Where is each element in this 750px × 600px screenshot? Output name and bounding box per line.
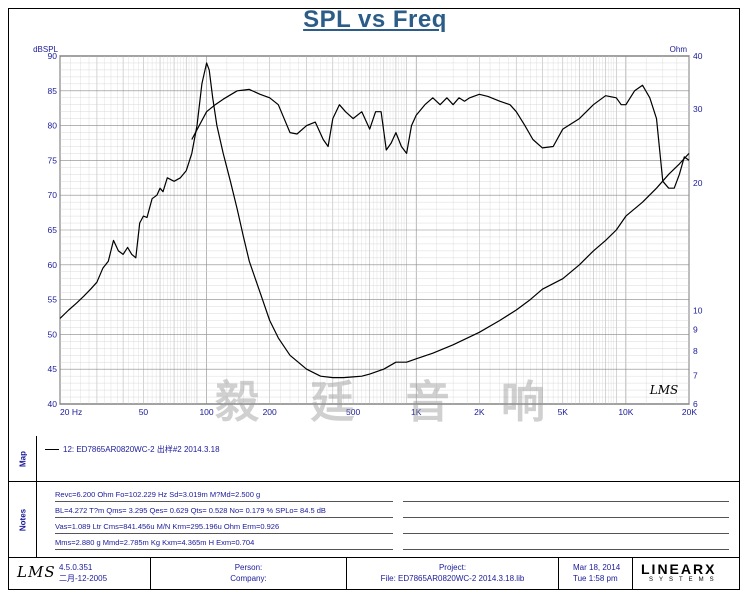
footer-version-cell: LMS 4.5.0.351 二月-12-2005 xyxy=(9,558,151,589)
y-left-tick-label: 65 xyxy=(48,225,58,235)
version-info: 4.5.0.351 二月-12-2005 xyxy=(59,562,107,584)
notes-line-1: Revc=6.200 Ohm Fo=102.229 Hz Sd=3.019m M… xyxy=(55,488,393,502)
y-right-tick-label: 7 xyxy=(693,371,698,381)
version-number: 4.5.0.351 xyxy=(59,563,93,572)
x-tick-label: 20 Hz xyxy=(60,407,82,417)
date-text: Mar 18, 2014 xyxy=(573,563,621,572)
x-tick-label: 500 xyxy=(346,407,360,417)
y-left-tick-label: 80 xyxy=(48,121,58,131)
y-left-tick-label: 40 xyxy=(48,399,58,409)
x-tick-label: 10K xyxy=(618,407,633,417)
y-left-tick-label: 70 xyxy=(48,190,58,200)
x-tick-label: 20K xyxy=(682,407,697,417)
y-right-tick-label: 9 xyxy=(693,325,698,335)
y-right-tick-label: 8 xyxy=(693,346,698,356)
file-label: File: ED7865AR0820WC-2 2014.3.18.lib xyxy=(380,574,525,583)
y-right-tick-label: 30 xyxy=(693,104,703,114)
y-left-unit-label: dBSPL xyxy=(33,45,58,54)
y-right-tick-label: 20 xyxy=(693,178,703,188)
grid-lines xyxy=(59,55,690,405)
map-section: Map 12: ED7865AR0820WC-2 出样#2 2014.3.18 xyxy=(8,436,740,482)
notes-line-4: Mms=2.880 g Mmd=2.785m Kg Kxm=4.365m H E… xyxy=(55,536,393,550)
y-right-unit-label: Ohm xyxy=(670,45,688,54)
map-side-label: Map xyxy=(9,436,37,481)
notes-label: Notes xyxy=(18,508,27,531)
x-tick-label: 50 xyxy=(139,407,149,417)
chart-title-box: SPL vs Freq xyxy=(290,6,460,46)
x-tick-label: 200 xyxy=(263,407,277,417)
company-label: Company: xyxy=(230,574,267,583)
notes-line-4-right xyxy=(403,536,729,550)
notes-line-3: Vas=1.089 Ltr Cms=841.456u M/N Krm=295.1… xyxy=(55,520,393,534)
footer-date-cell: Mar 18, 2014 Tue 1:58 pm xyxy=(559,558,633,589)
footer-lms-logo: LMS xyxy=(17,563,56,581)
map-label: Map xyxy=(18,450,27,467)
watermark: 毅 廷 音 响 xyxy=(215,377,563,428)
y-left-tick-label: 85 xyxy=(48,86,58,96)
y-left-tick-label: 90 xyxy=(48,51,58,61)
footer-project-cell: Project: File: ED7865AR0820WC-2 2014.3.1… xyxy=(347,558,559,589)
y-left-tick-label: 55 xyxy=(48,295,58,305)
linearx-systems: SYSTEMS xyxy=(649,577,720,583)
series-group xyxy=(59,62,690,379)
x-tick-label: 5K xyxy=(558,407,569,417)
y-left-tick-labels: 40 45 50 55 60 65 70 75 80 85 90 xyxy=(48,51,58,409)
chart-area: 20 Hz 50 100 200 500 1K 2K 5K 10K 20K 40 45 50 55 60 6… xyxy=(33,45,703,417)
footer-brand-cell: LINEARX SYSTEMS xyxy=(633,558,739,589)
time-text: Tue 1:58 pm xyxy=(573,574,618,583)
x-tick-label: 100 xyxy=(199,407,213,417)
notes-side-label: Notes xyxy=(9,482,37,557)
y-right-tick-label: 6 xyxy=(693,399,698,409)
x-tick-label: 2K xyxy=(474,407,485,417)
plot-lms-logo: LMS xyxy=(649,383,678,397)
y-right-tick-label: 40 xyxy=(693,51,703,61)
y-left-tick-label: 60 xyxy=(48,260,58,270)
footer-person-cell: Person: Company: xyxy=(151,558,347,589)
person-label: Person: xyxy=(234,563,263,572)
linearx-logo: LINEARX xyxy=(641,561,717,577)
y-right-tick-labels: 6 7 8 9 10 20 30 40 xyxy=(693,51,703,409)
legend-line-sample xyxy=(45,449,59,450)
series-line-1 xyxy=(59,62,690,379)
project-label: Project: xyxy=(438,563,467,572)
y-left-tick-label: 45 xyxy=(48,364,58,374)
notes-section: Notes Revc=6.200 Ohm Fo=102.229 Hz Sd=3.… xyxy=(8,482,740,558)
notes-line-2: BL=4.272 T?m Qms= 3.295 Qes= 0.629 Qts= … xyxy=(55,504,393,518)
y-right-tick-label: 10 xyxy=(693,305,703,315)
series-line-2 xyxy=(191,84,690,189)
notes-line-3-right xyxy=(403,520,729,534)
map-legend: 12: ED7865AR0820WC-2 出样#2 2014.3.18 xyxy=(45,444,220,455)
notes-line-2-right xyxy=(403,504,729,518)
build-date: 二月-12-2005 xyxy=(59,574,108,583)
map-legend-text: 12: ED7865AR0820WC-2 出样#2 2014.3.18 xyxy=(63,445,220,454)
chart-title: SPL vs Freq xyxy=(303,6,447,33)
notes-line-1-right xyxy=(403,488,729,502)
x-tick-label: 1K xyxy=(411,407,422,417)
x-tick-labels: 20 Hz 50 100 200 500 1K 2K 5K 10K 20K xyxy=(60,407,697,417)
y-left-tick-label: 75 xyxy=(48,155,58,165)
footer: LMS 4.5.0.351 二月-12-2005 Person: Company… xyxy=(8,558,740,590)
y-left-tick-label: 50 xyxy=(48,329,58,339)
